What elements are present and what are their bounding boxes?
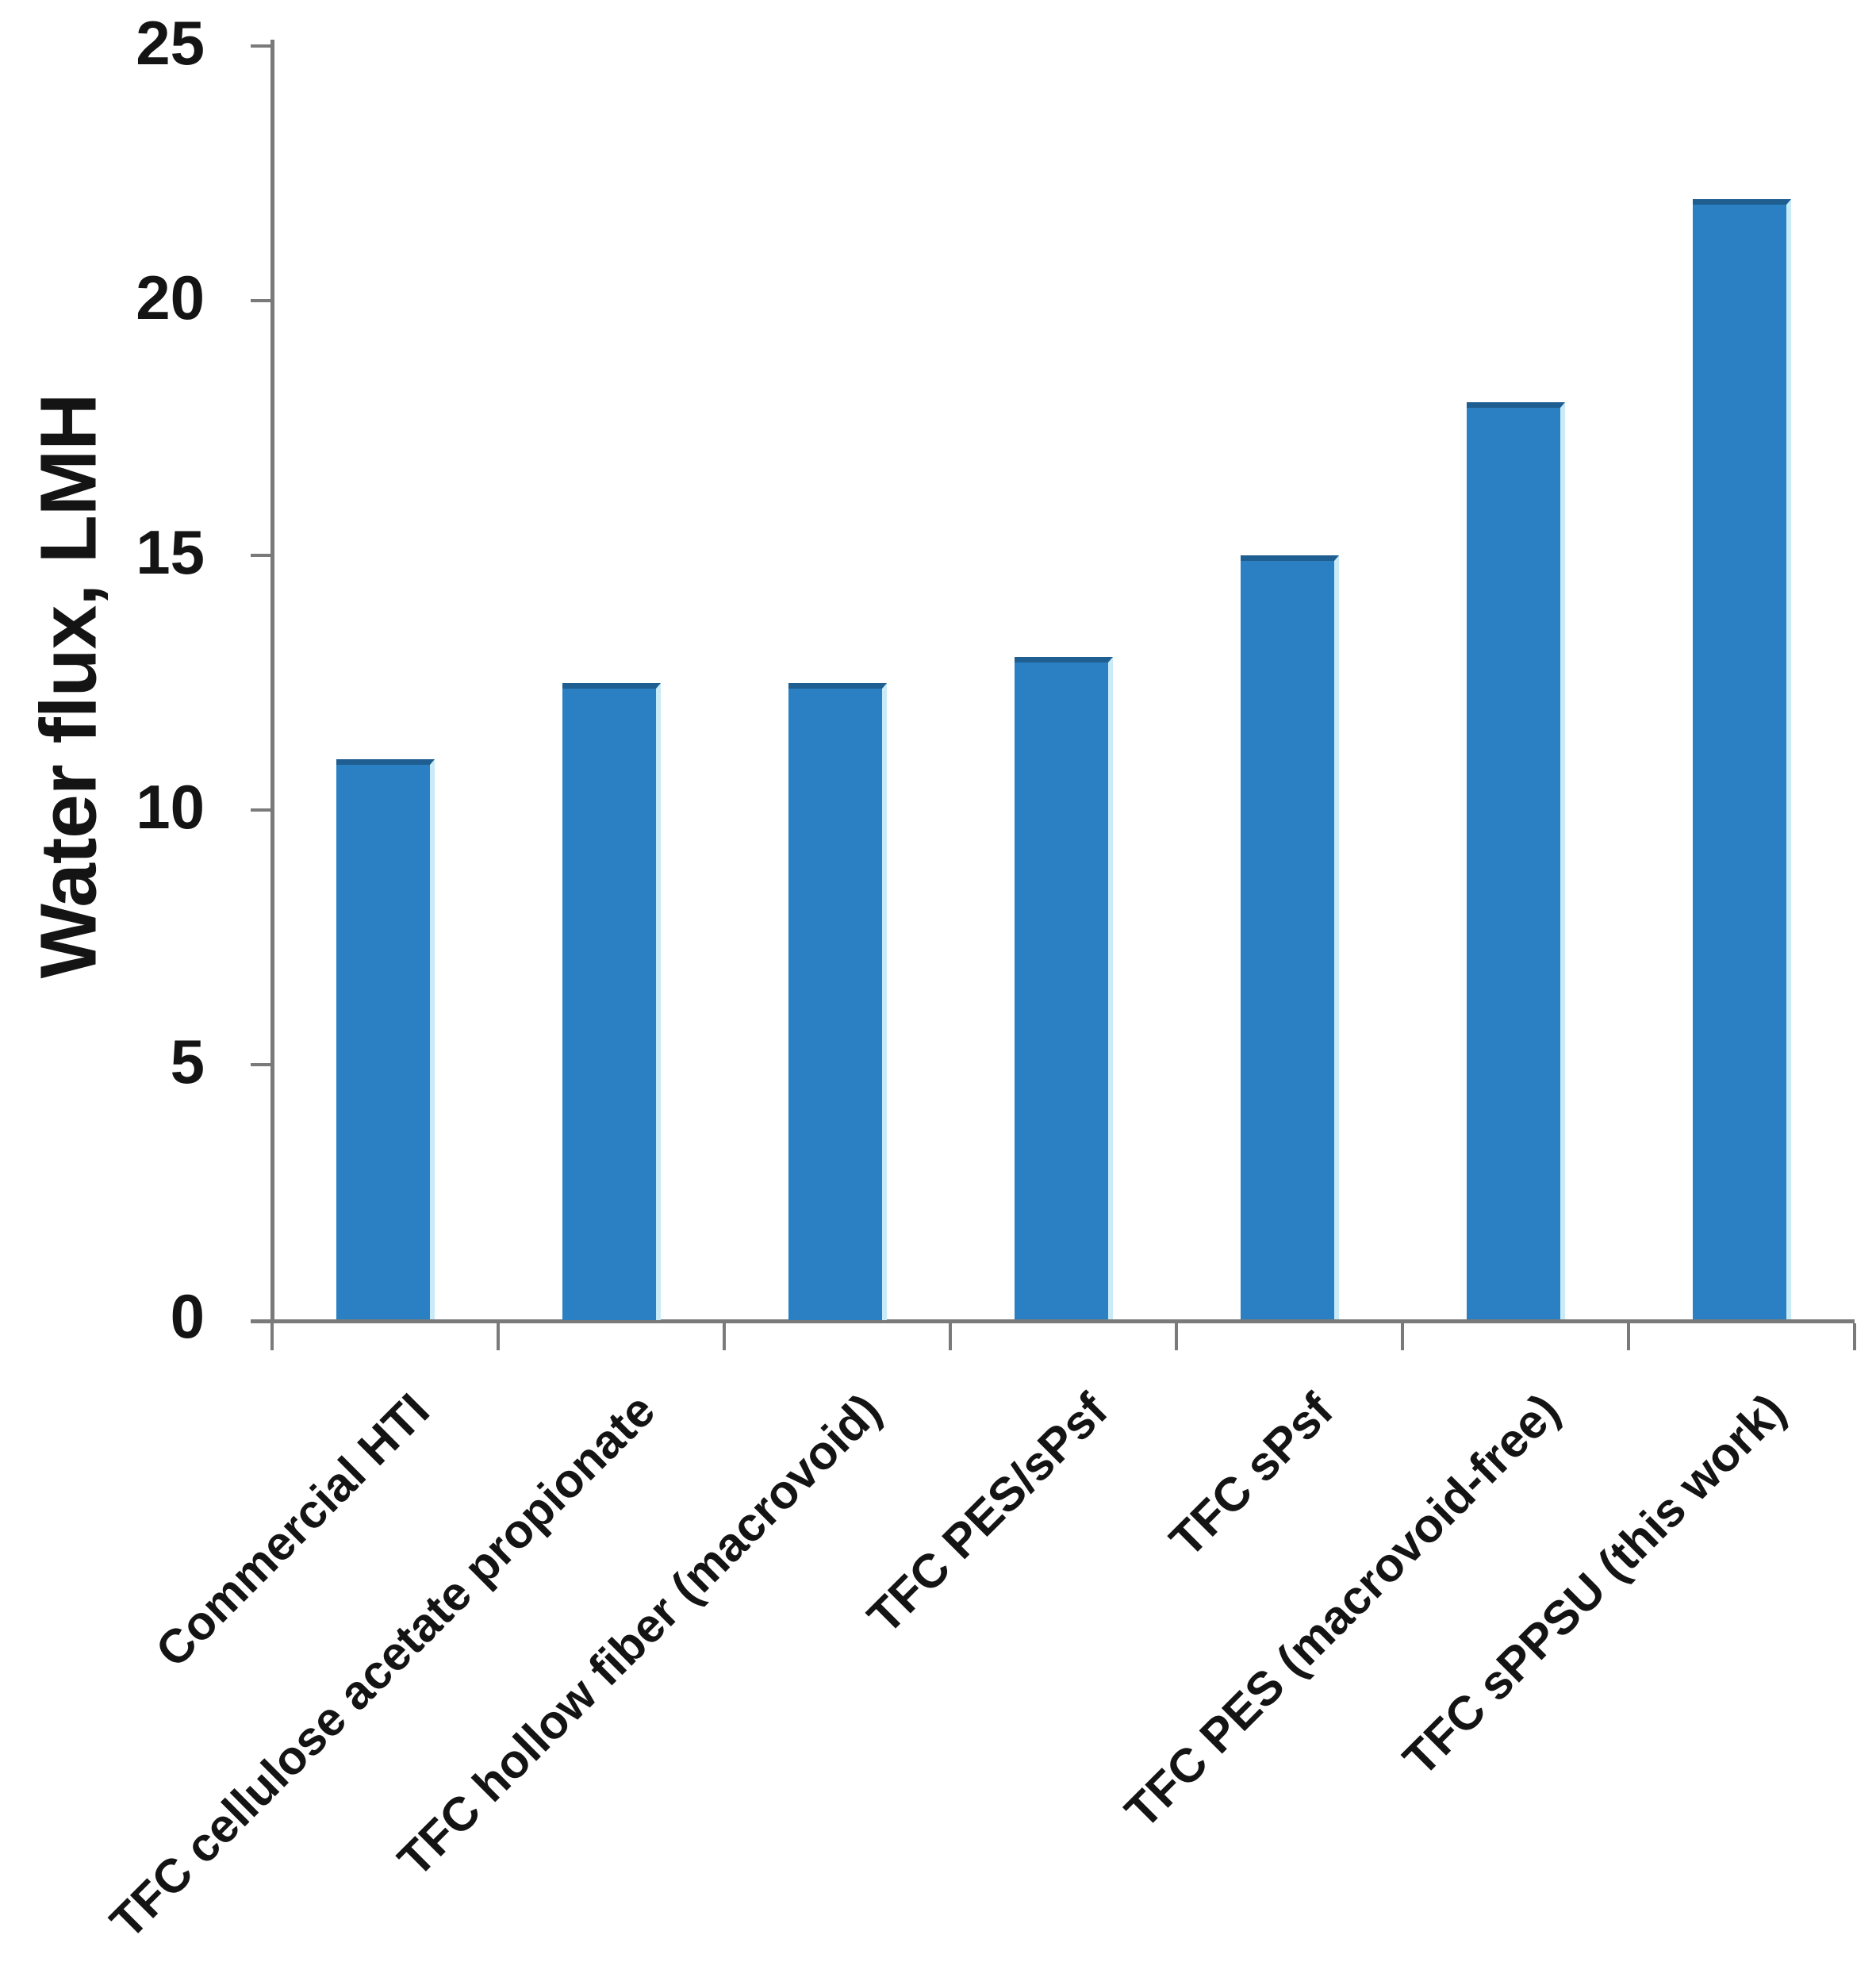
y-axis-tick [251, 1063, 272, 1066]
bar [788, 683, 887, 1320]
x-axis-tick [1627, 1323, 1630, 1350]
bar [1693, 199, 1791, 1319]
x-axis-line [251, 1319, 1855, 1323]
x-axis-tick [723, 1323, 726, 1350]
y-axis-tick-label: 0 [170, 1280, 205, 1351]
bar [336, 759, 435, 1319]
y-axis-tick-label: 15 [136, 516, 205, 587]
y-axis-tick-label: 10 [136, 771, 205, 842]
x-axis-tick [1401, 1323, 1404, 1350]
y-axis-tick [251, 554, 272, 557]
bar [562, 683, 661, 1320]
x-axis-category-label: TFC sPPSU (this work) [1393, 1383, 1796, 1786]
x-axis-category-label: TFC PES/sPsf [857, 1383, 1118, 1644]
x-axis-tick [497, 1323, 500, 1350]
x-axis-tick [1853, 1323, 1856, 1350]
x-axis-category-label: TFC PES (macrovoid-free) [1114, 1383, 1570, 1838]
x-axis-category-label: TFC hollow fiber (macrovoid) [388, 1383, 892, 1887]
bar [1015, 657, 1113, 1319]
y-axis-tick-label: 25 [136, 7, 205, 78]
x-axis-tick [1175, 1323, 1178, 1350]
y-axis-tick-label: 20 [136, 262, 205, 332]
y-axis-tick-label: 5 [170, 1026, 205, 1096]
y-axis-tick [251, 299, 272, 302]
x-axis-category-label: TFC sPsf [1160, 1383, 1344, 1567]
bar [1467, 402, 1565, 1319]
y-axis-title: Water flux, LMH [24, 394, 113, 979]
y-axis-tick [251, 44, 272, 48]
x-axis-tick [949, 1323, 952, 1350]
bar [1241, 555, 1339, 1319]
y-axis-tick [251, 808, 272, 812]
y-axis-line [270, 40, 274, 1323]
x-axis-tick [270, 1323, 274, 1350]
